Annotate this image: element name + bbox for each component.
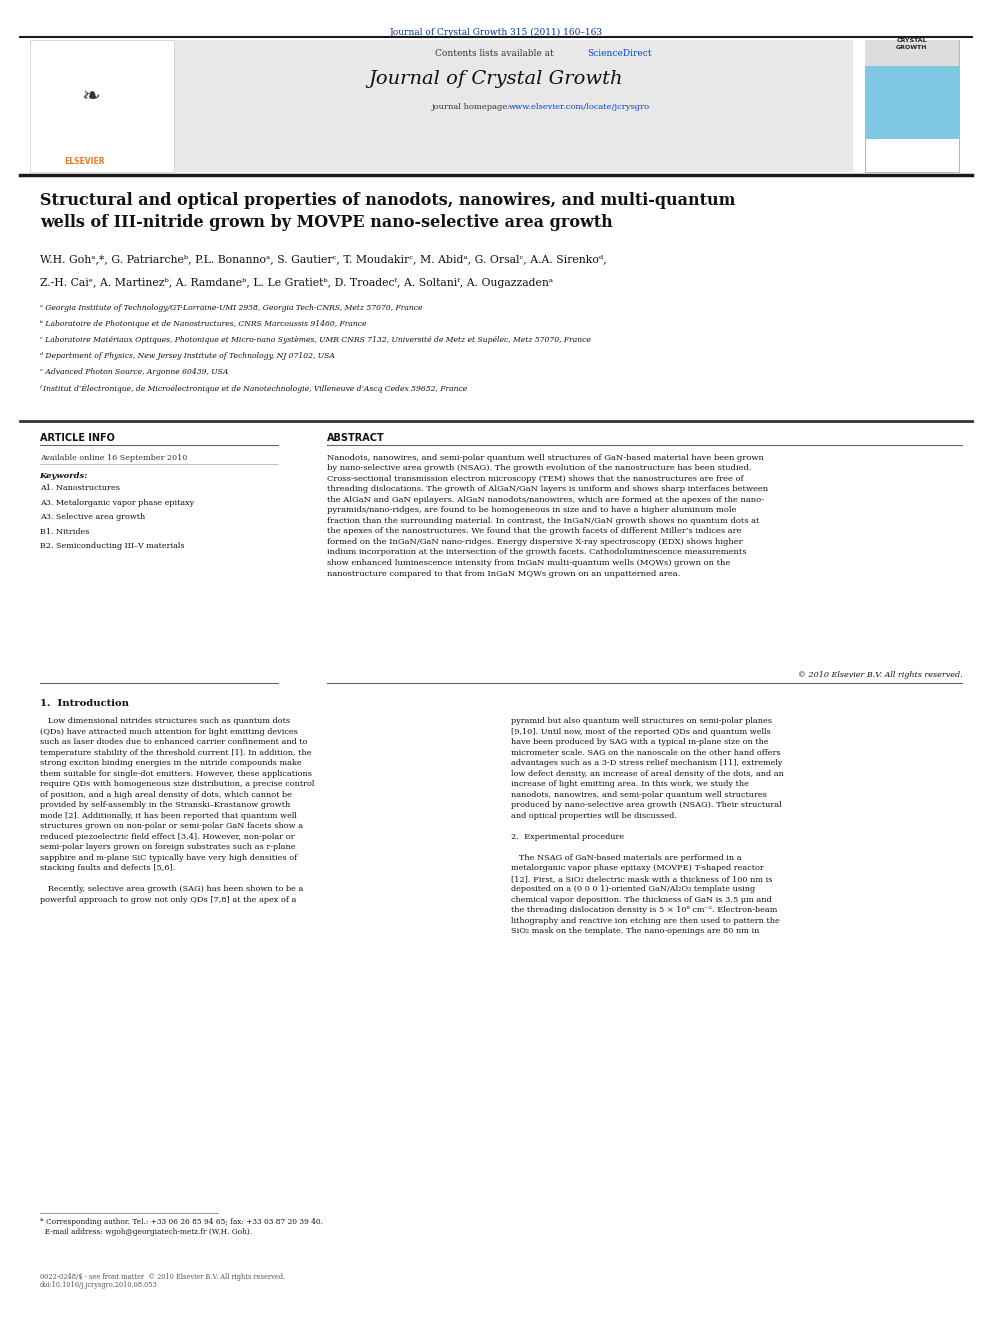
Text: ᵃ Georgia Institute of Technology/GT-Lorraine-UMI 2958, Georgia Tech-CNRS, Metz : ᵃ Georgia Institute of Technology/GT-Lor… [40,304,423,312]
Text: pyramid but also quantum well structures on semi-polar planes
[9,10]. Until now,: pyramid but also quantum well structures… [511,717,784,935]
Text: ᶜ Laboratoire Matériaux Optiques, Photonique et Micro-nano Systèmes, UMR CNRS 71: ᶜ Laboratoire Matériaux Optiques, Photon… [40,336,590,344]
Text: www.elsevier.com/locate/jcrysgro: www.elsevier.com/locate/jcrysgro [509,103,650,111]
Text: doi:10.1016/j.jcrysgro.2010.08.053: doi:10.1016/j.jcrysgro.2010.08.053 [40,1281,158,1289]
Text: A1. Nanostructures: A1. Nanostructures [40,484,120,492]
Text: Nanodots, nanowires, and semi-polar quantum well structures of GaN-based materia: Nanodots, nanowires, and semi-polar quan… [327,454,769,578]
FancyBboxPatch shape [30,40,853,172]
Text: ᶠ Institut d’Électronique, de Microélectronique et de Nanotechnologie, Villeneuv: ᶠ Institut d’Électronique, de Microélect… [40,384,468,393]
Text: A3. Metalorganic vapor phase epitaxy: A3. Metalorganic vapor phase epitaxy [40,499,193,507]
Text: ABSTRACT: ABSTRACT [327,433,385,443]
Text: ScienceDirect: ScienceDirect [587,49,653,58]
Text: Available online 16 September 2010: Available online 16 September 2010 [40,454,186,462]
FancyBboxPatch shape [30,40,174,172]
Text: W.H. Gohᵃ,*, G. Patriarcheᵇ, P.L. Bonannoᵃ, S. Gautierᶜ, T. Moudakirᶜ, M. Abidᵃ,: W.H. Gohᵃ,*, G. Patriarcheᵇ, P.L. Bonann… [40,254,606,265]
Text: E-mail address: wgoh@georgiatech-metz.fr (W.H. Goh).: E-mail address: wgoh@georgiatech-metz.fr… [40,1228,252,1236]
Text: CRYSTAL: CRYSTAL [897,38,927,44]
Text: Z.-H. Caiᵉ, A. Martinezᵇ, A. Ramdaneᵇ, L. Le Gratietᵇ, D. Troadecᶠ, A. Soltaniᶠ,: Z.-H. Caiᵉ, A. Martinezᵇ, A. Ramdaneᵇ, L… [40,278,553,288]
Text: 0022-0248/$ - see front matter  © 2010 Elsevier B.V. All rights reserved.: 0022-0248/$ - see front matter © 2010 El… [40,1273,285,1281]
Text: 1.  Introduction: 1. Introduction [40,699,129,708]
Text: ᵈ Department of Physics, New Jersey Institute of Technology, NJ 07102, USA: ᵈ Department of Physics, New Jersey Inst… [40,352,334,360]
Text: Keywords:: Keywords: [40,472,88,480]
Text: ᵇ Laboratoire de Photonique et de Nanostructures, CNRS Marcoussis 91460, France: ᵇ Laboratoire de Photonique et de Nanost… [40,320,366,328]
FancyBboxPatch shape [865,40,959,66]
Text: ARTICLE INFO: ARTICLE INFO [40,433,114,443]
Text: Contents lists available at: Contents lists available at [435,49,557,58]
Text: Structural and optical properties of nanodots, nanowires, and multi-quantum
well: Structural and optical properties of nan… [40,192,735,232]
FancyBboxPatch shape [865,40,959,172]
Text: B2. Semiconducting III–V materials: B2. Semiconducting III–V materials [40,542,185,550]
Text: ELSEVIER: ELSEVIER [64,157,104,165]
Text: journal homepage:: journal homepage: [432,103,513,111]
Text: © 2010 Elsevier B.V. All rights reserved.: © 2010 Elsevier B.V. All rights reserved… [798,671,962,679]
Text: Low dimensional nitrides structures such as quantum dots
(QDs) have attracted mu: Low dimensional nitrides structures such… [40,717,314,904]
Text: Journal of Crystal Growth 315 (2011) 160–163: Journal of Crystal Growth 315 (2011) 160… [390,28,602,37]
Text: Journal of Crystal Growth: Journal of Crystal Growth [369,70,623,89]
Text: GROWTH: GROWTH [896,45,928,50]
Text: ᵉ Advanced Photon Source, Argonne 60439, USA: ᵉ Advanced Photon Source, Argonne 60439,… [40,368,228,376]
Text: * Corresponding author. Tel.: +33 06 26 85 94 65; fax: +33 03 87 20 39 40.: * Corresponding author. Tel.: +33 06 26 … [40,1218,322,1226]
Text: B1. Nitrides: B1. Nitrides [40,528,89,536]
Text: ❧: ❧ [67,86,101,107]
FancyBboxPatch shape [865,66,959,139]
Text: A3. Selective area growth: A3. Selective area growth [40,513,145,521]
